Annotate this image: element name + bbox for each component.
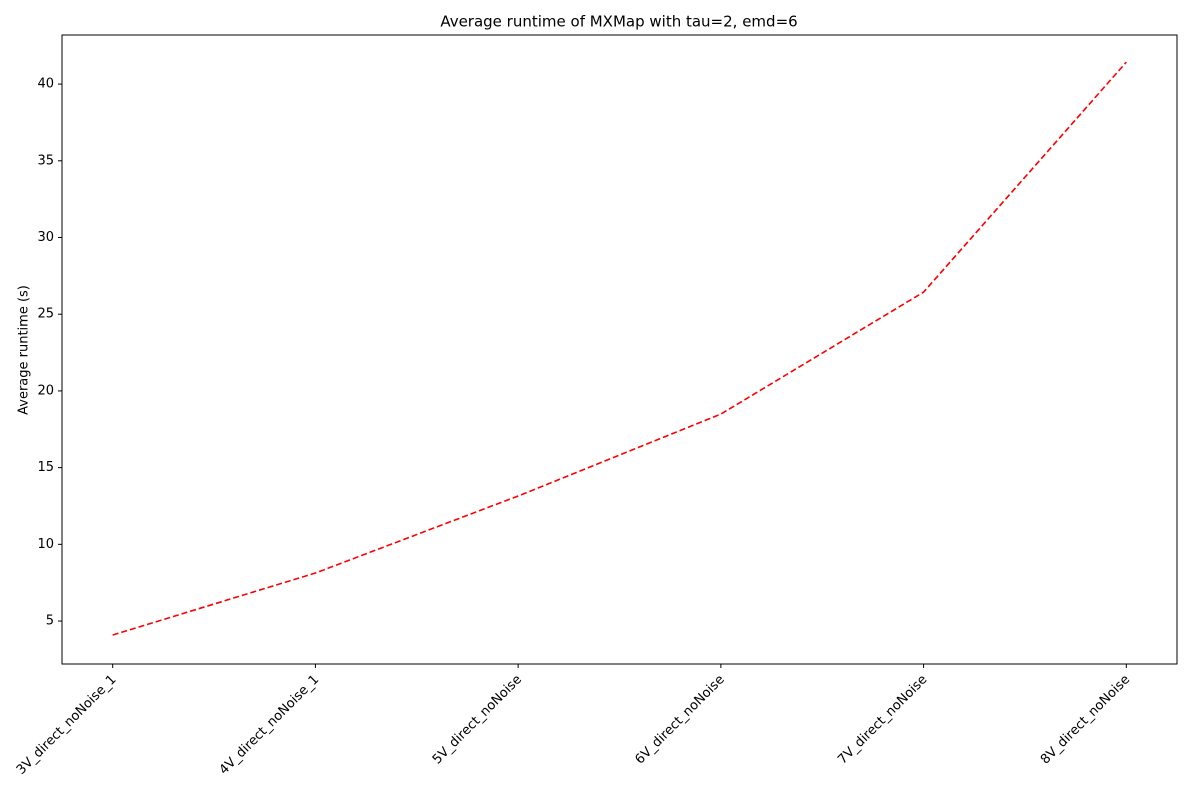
chart-title: Average runtime of MXMap with tau=2, emd… <box>440 13 797 31</box>
y-tick-label: 15 <box>37 460 54 475</box>
y-tick-label: 30 <box>37 230 54 245</box>
x-tick-label: 3V_direct_noNoise_1 <box>14 672 120 778</box>
x-tick-label: 6V_direct_noNoise <box>633 672 728 767</box>
y-tick-label: 5 <box>46 614 54 629</box>
plot-frame <box>61 34 1178 665</box>
y-tick-label: 25 <box>37 307 54 322</box>
x-tick-label: 4V_direct_noNoise_1 <box>217 672 323 778</box>
x-tick-label: 7V_direct_noNoise <box>835 672 930 767</box>
y-tick-label: 20 <box>37 383 54 398</box>
x-tick-label: 5V_direct_noNoise <box>430 672 525 767</box>
x-tick-label: 8V_direct_noNoise <box>1038 672 1133 767</box>
y-tick-label: 35 <box>37 153 54 168</box>
y-tick-label: 10 <box>37 537 54 552</box>
y-axis-label: Average runtime (s) <box>17 285 32 415</box>
y-tick-label: 40 <box>37 77 54 92</box>
data-line <box>112 61 1127 636</box>
